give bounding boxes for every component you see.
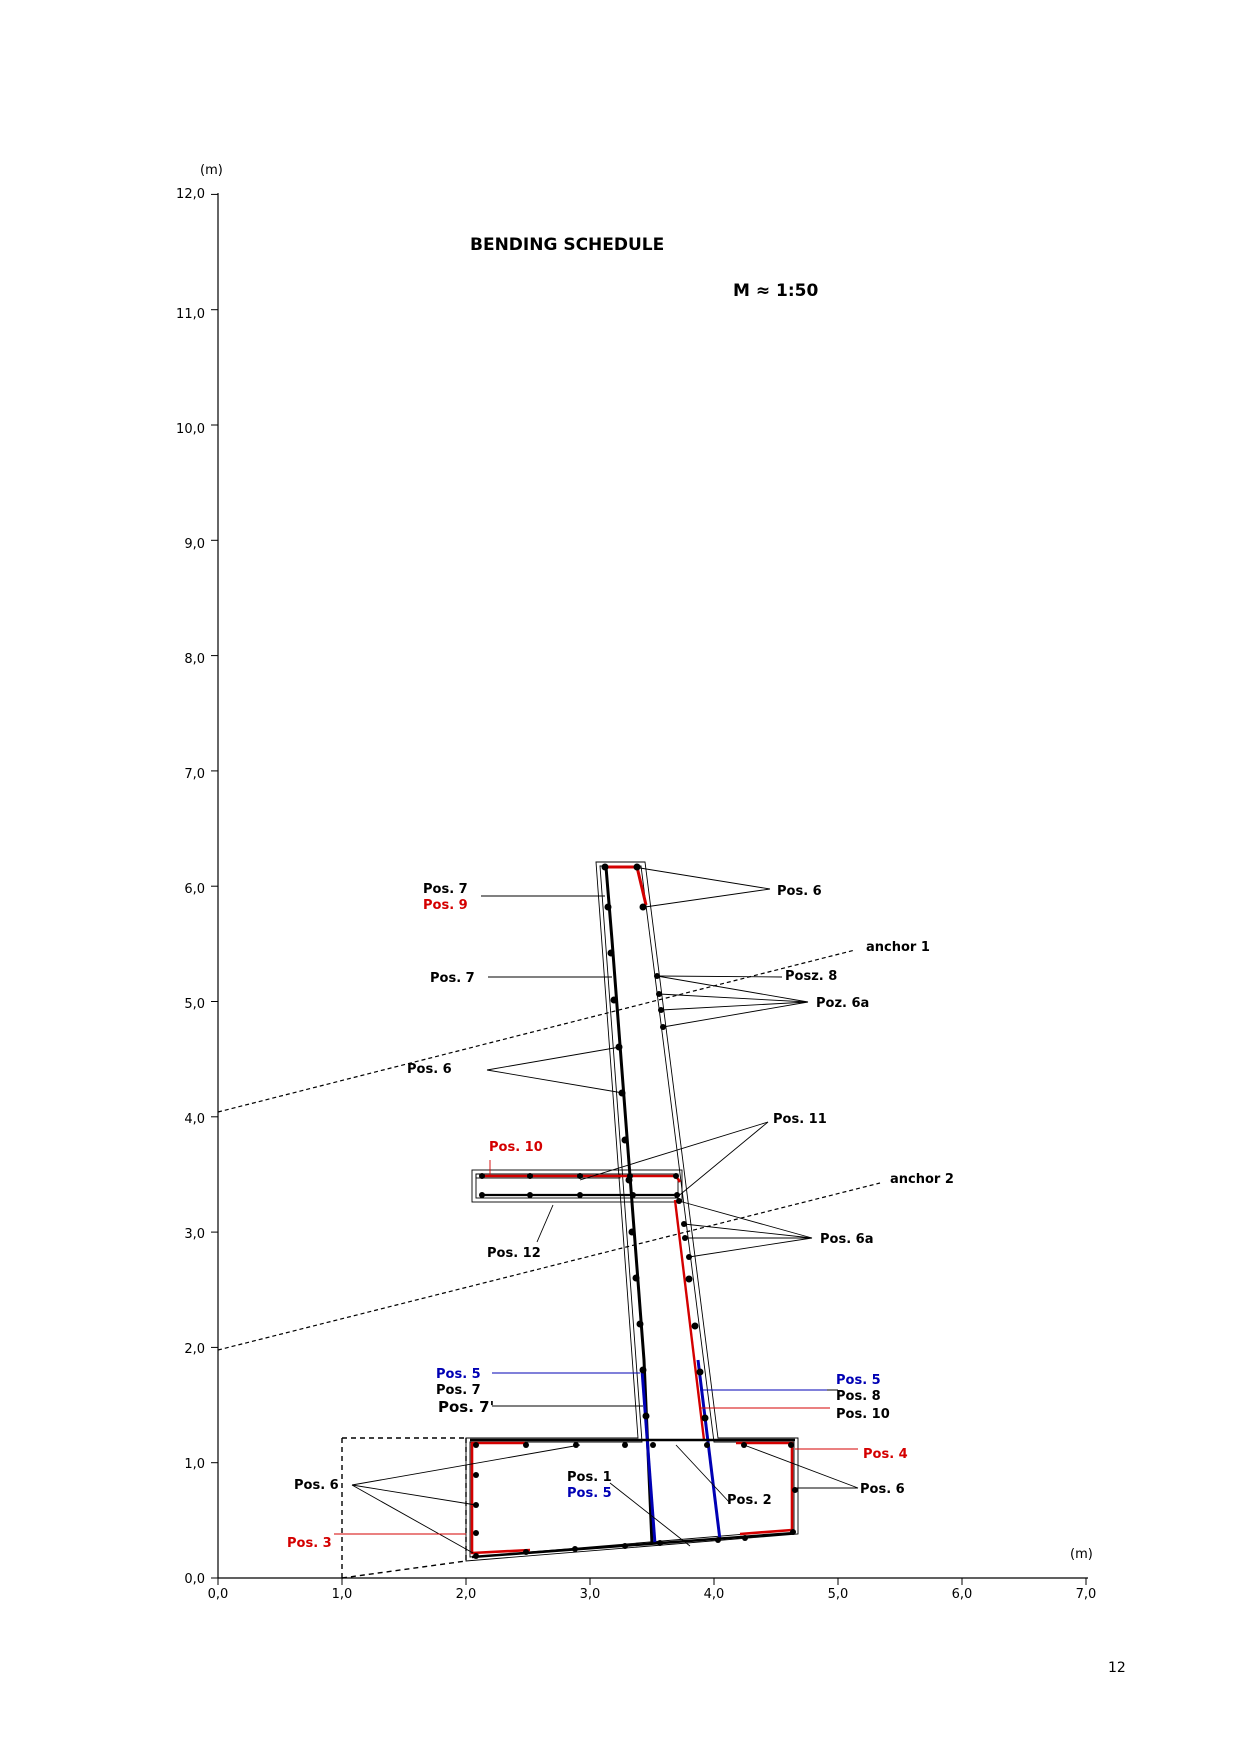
cantilever-outline-outer [471,1169,683,1203]
label-pos7-mid: Pos. 7 [430,971,475,986]
y-tick-label: 5,0 [184,997,205,1012]
anchor-1-label: anchor 1 [866,940,930,955]
anchor-1-line [217,949,856,1113]
label-pos3: Pos. 3 [287,1536,332,1551]
label-pos9: Pos. 9 [423,898,468,913]
y-tick-marks [211,193,218,1579]
label-pos6-top: Pos. 6 [777,884,822,899]
y-tick-label: 1,0 [184,1457,205,1472]
y-tick-label: 4,0 [184,1112,205,1127]
bar-pos4-red-right [736,1441,794,1536]
page-number: 12 [1108,1660,1126,1676]
label-pos5-left: Pos. 5 [436,1367,481,1382]
y-tick-label: 6,0 [184,882,205,897]
y-unit-label: (m) [200,163,223,178]
label-pos2: Pos. 2 [727,1493,772,1508]
x-tick-label: 4,0 [704,1587,725,1602]
y-tick-label: 12,0 [176,187,205,202]
label-pos12: Pos. 12 [487,1246,541,1261]
y-tick-label: 0,0 [184,1572,205,1587]
label-pos5-inner: Pos. 5 [567,1486,612,1501]
label-pos7-prime: Pos. 7' [438,1398,494,1416]
y-tick-label: 7,0 [184,767,205,782]
axes [217,193,1088,1579]
label-poz6a: Poz. 6a [816,996,869,1011]
y-tick-label: 9,0 [184,537,205,552]
y-tick-label: 3,0 [184,1227,205,1242]
y-tick-label: 8,0 [184,652,205,667]
wall-outline-outer [465,861,799,1562]
x-unit-label: (m) [1070,1547,1093,1562]
leader-lines [334,867,859,1554]
label-pos6a-low: Pos. 6a [820,1232,873,1247]
bar-pos9-front [605,865,648,906]
label-pos6-left: Pos. 6 [294,1478,339,1493]
bar-pos6a-front [673,1199,706,1441]
label-pos10-right: Pos. 10 [836,1407,890,1422]
label-posz8: Posz. 8 [785,969,837,984]
y-tick-labels: 0,0 1,0 2,0 3,0 4,0 5,0 6,0 7,0 8,0 9,0 … [176,187,205,1587]
y-tick-label: 11,0 [176,307,205,322]
drawing-title: BENDING SCHEDULE [470,235,664,255]
x-tick-label: 0,0 [208,1587,229,1602]
x-tick-labels: 0,0 1,0 2,0 3,0 4,0 5,0 6,0 7,0 [208,1587,1097,1602]
x-tick-label: 3,0 [580,1587,601,1602]
label-pos6-mid: Pos. 6 [407,1062,452,1077]
bar-pos5-left [640,1369,657,1545]
dashed-heel-extension [341,1437,467,1579]
label-pos4: Pos. 4 [863,1447,908,1462]
label-pos1: Pos. 1 [567,1470,612,1485]
bar-pos3-pos4-red [470,1441,531,1555]
label-pos8-right: Pos. 8 [836,1389,881,1404]
label-pos5-right: Pos. 5 [836,1373,881,1388]
label-pos10-left: Pos. 10 [489,1140,543,1155]
anchor-2-label: anchor 2 [890,1172,954,1187]
bar-dots [473,863,798,1559]
label-pos7-low: Pos. 7 [436,1383,481,1398]
x-tick-label: 5,0 [828,1587,849,1602]
scale-label: M ≈ 1:50 [733,281,818,301]
label-pos7-top: Pos. 7 [423,882,468,897]
x-tick-marks [217,1578,1087,1585]
x-tick-label: 6,0 [952,1587,973,1602]
reinforcement [470,865,796,1559]
y-tick-label: 2,0 [184,1342,205,1357]
label-pos6-right: Pos. 6 [860,1482,905,1497]
bar-pos5-right [696,1359,722,1541]
anchor-2-line [217,1182,881,1351]
x-tick-label: 2,0 [456,1587,477,1602]
y-tick-label: 10,0 [176,422,205,437]
label-pos11: Pos. 11 [773,1112,827,1127]
x-tick-label: 1,0 [332,1587,353,1602]
x-tick-label: 7,0 [1076,1587,1097,1602]
